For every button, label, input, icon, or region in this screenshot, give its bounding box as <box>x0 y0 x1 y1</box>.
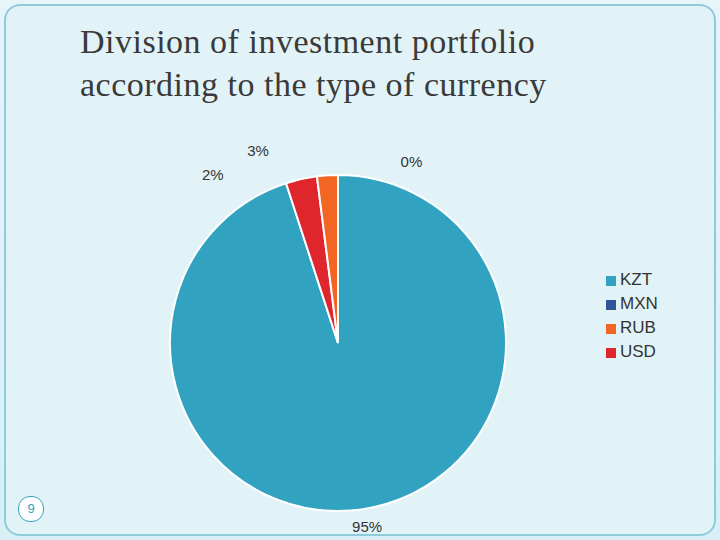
html-text:MXN: MXN <box>620 294 658 313</box>
svg-text:0%: 0% <box>401 153 423 170</box>
html-text:USD: USD <box>620 342 656 361</box>
svg-text:3%: 3% <box>247 142 269 159</box>
svg-text:95%: 95% <box>352 518 382 535</box>
svg-text:2%: 2% <box>202 166 224 183</box>
html-text:KZT: KZT <box>620 270 653 289</box>
html-text:Division of investment portfol: Division of investment portfolio accordi… <box>80 23 547 103</box>
html-text:9: 9 <box>27 501 35 516</box>
html-text:RUB: RUB <box>620 318 656 337</box>
